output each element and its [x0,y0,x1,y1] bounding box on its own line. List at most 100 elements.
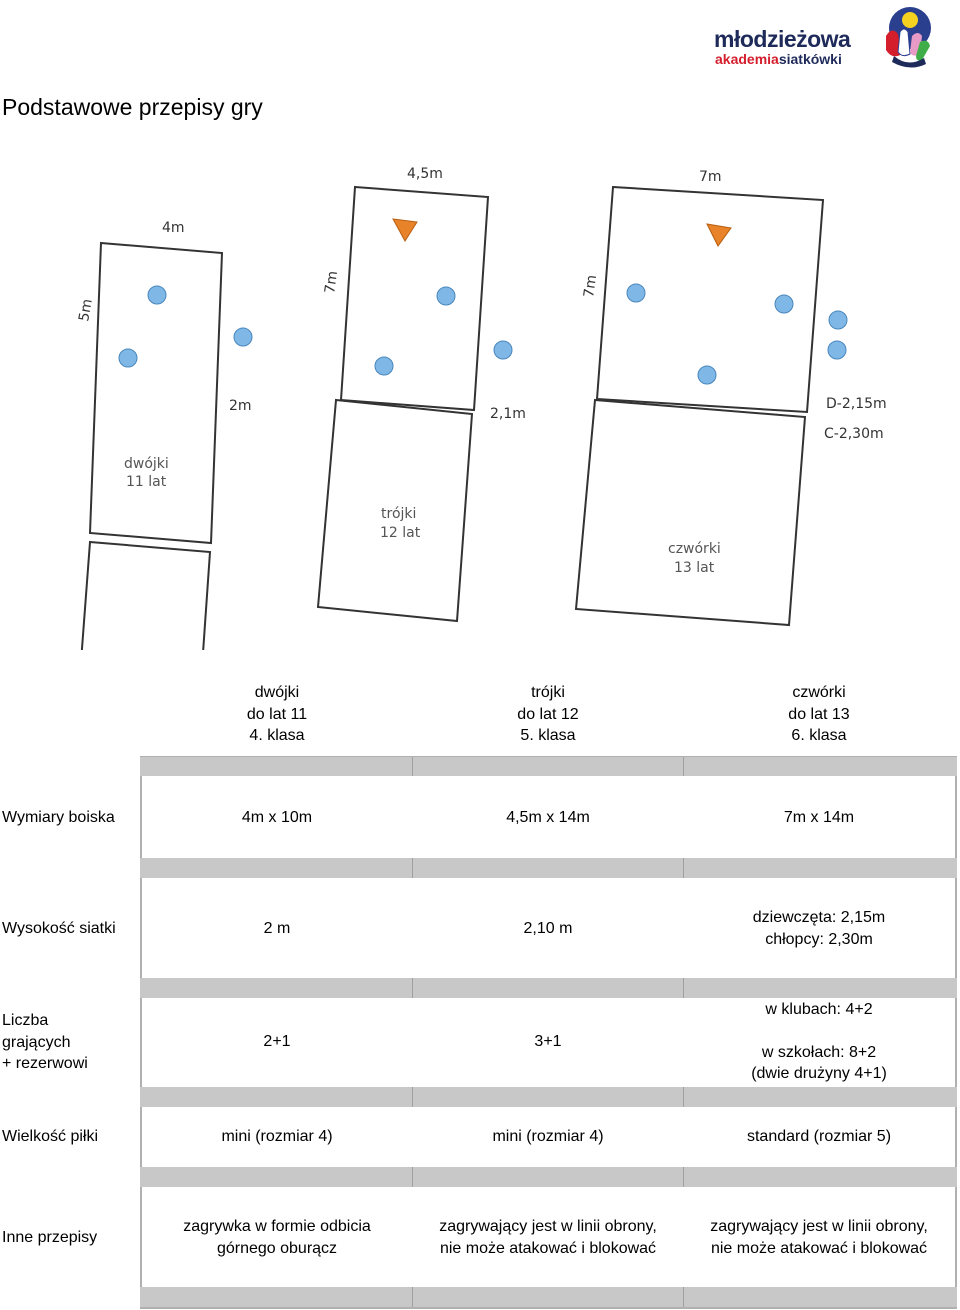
page-title: Podstawowe przepisy gry [2,94,263,120]
table-cell: zagrywka w formie odbicia górnego oburąc… [141,1216,413,1259]
cell-line: w klubach: 4+2 [765,1001,873,1018]
cell-line: 3+1 [534,1033,562,1050]
band-divider [683,858,684,878]
court-trojki-far-half [339,185,490,412]
cell-line: 4m x 10m [241,809,313,826]
court-czworki-age: 13 lat [674,560,715,576]
cell-line: (dwie drużyny 4+1) [751,1065,887,1082]
row-label-other-rules: Inne przepisy [2,1227,97,1249]
rules-table [140,756,957,1309]
column-header-line: 6. klasa [791,727,847,744]
column-header-line: dwójki [254,684,300,701]
column-header-line: trójki [531,684,565,701]
cell-line: zagrywający jest w linii obrony, [710,1218,928,1235]
band-divider [412,1087,413,1107]
table-cell: 2 m [141,918,413,940]
player-marker [774,294,794,314]
logo: młodzieżowa akademiasiatkówki [714,6,954,68]
row-label-players: Liczba grających + rezerwowi [2,1010,88,1075]
cell-line: chłopcy: 2,30m [765,930,873,948]
court-czworki-net-label-2: C-2,30m [824,426,884,442]
court-dwojki-name: dwójki [124,456,169,472]
court-czworki: 7m 7m D-2,15m C-2,30m czwórki 13 lat [574,169,887,627]
table-cell: zagrywający jest w linii obrony, nie moż… [412,1216,684,1259]
cell-line: górnego oburącz [216,1239,338,1257]
cell-line: dziewczęta: 2,15m [752,909,886,926]
band-divider [683,978,684,998]
cell-line: 2+1 [263,1033,291,1050]
row-label-line: Liczba [2,1012,49,1029]
cell-line: nie może atakować i blokować [710,1239,928,1257]
table-cell: 2,10 m [412,918,684,940]
table-band [140,978,957,998]
cell-line: mini (rozmiar 4) [221,1128,333,1145]
player-marker [828,310,848,330]
band-divider [683,1087,684,1107]
row-label-line: Wielkość piłki [2,1128,99,1145]
court-trojki-near-half [316,398,474,623]
row-label-field-size: Wymiary boiska [2,807,115,829]
setter-marker [392,218,418,242]
table-cell: 4,5m x 14m [412,807,684,829]
table-cell: mini (rozmiar 4) [412,1126,684,1148]
band-divider [683,1167,684,1187]
logo-text-siatkowki: siatkówki [778,51,842,67]
player-marker [436,286,456,306]
player-marker [626,283,646,303]
court-dwojki-net-label: 2m [229,398,252,414]
court-czworki-name: czwórki [668,541,721,557]
column-header-line: 5. klasa [520,727,576,744]
court-diagram-svg: 4m 5m 2m dwójki 11 lat 4,5m 7m 2,1m trój… [76,166,887,650]
column-header-trojki: trójki do lat 12 5. klasa [412,682,684,747]
player-marker [493,340,513,360]
court-dwojki-length-label: 5m [76,298,96,323]
table-cell: 3+1 [412,1031,684,1053]
court-czworki-length-label: 7m [581,274,600,299]
court-czworki-net-label-1: D-2,15m [826,396,887,412]
column-header-line: 4. klasa [249,727,305,744]
table-band [140,858,957,878]
table-band [140,1167,957,1187]
court-czworki-width-label: 7m [699,169,722,185]
table-cell: zagrywający jest w linii obrony, nie moż… [683,1216,955,1259]
cell-line: standard (rozmiar 5) [746,1128,892,1145]
logo-text-akademia: akademia [715,51,779,67]
band-divider [412,858,413,878]
player-marker [147,285,167,305]
court-dwojki-width-label: 4m [162,220,185,236]
cell-line: mini (rozmiar 4) [492,1128,604,1145]
player-marker [233,327,253,347]
band-divider [412,757,413,776]
band-divider [412,1167,413,1187]
band-divider [683,757,684,776]
cell-line: 2 m [263,920,291,937]
logo-text-line1: młodzieżowa [714,26,851,52]
court-czworki-far-half [595,185,825,414]
setter-marker [706,223,732,247]
column-header-czworki: czwórki do lat 13 6. klasa [683,682,955,747]
court-czworki-near-half [574,398,807,627]
logo-text-line2: akademiasiatkówki [715,52,842,66]
table-band [140,1087,957,1107]
table-cell: dziewczęta: 2,15m chłopcy: 2,30m [683,907,955,950]
table-cell: 7m x 14m [683,807,955,829]
cell-line: 7m x 14m [783,809,855,826]
cell-line: zagrywka w formie odbicia [183,1218,371,1235]
court-trojki-length-label: 7m [322,270,341,295]
court-trojki-name: trójki [381,506,416,522]
row-label-line: Wysokość siatki [2,920,116,937]
table-cell: w klubach: 4+2 w szkołach: 8+2 (dwie dru… [683,999,955,1085]
band-divider [412,1287,413,1307]
player-marker [374,356,394,376]
cell-line: 4,5m x 14m [506,809,590,826]
band-divider [683,1287,684,1307]
row-label-line: Wymiary boiska [2,809,115,826]
cell-line: w szkołach: 8+2 [761,1043,877,1061]
row-label-line: grających [2,1033,71,1051]
court-trojki-net-label: 2,1m [490,406,526,422]
cell-line: nie może atakować i blokować [439,1239,657,1257]
column-header-line: do lat 12 [517,705,579,723]
court-dwojki-near-half [80,540,212,650]
table-cell: 4m x 10m [141,807,413,829]
column-header-line: czwórki [792,684,846,701]
